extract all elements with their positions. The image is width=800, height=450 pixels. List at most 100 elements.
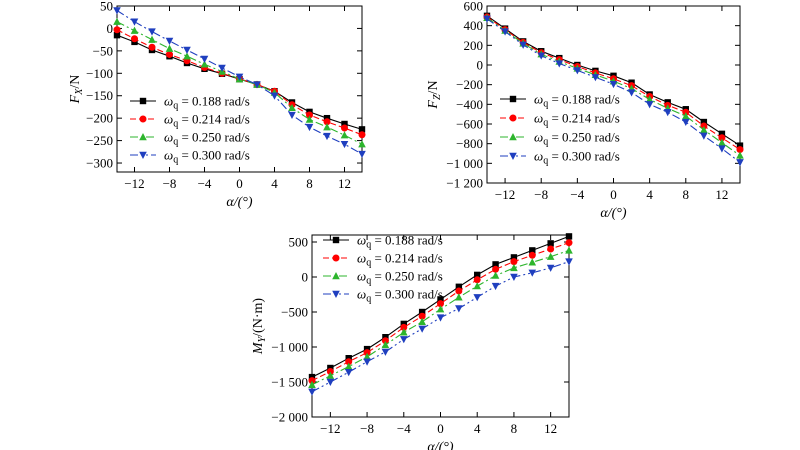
data-point (718, 130, 726, 138)
data-point (288, 103, 296, 112)
data-point (455, 283, 463, 290)
data-point (700, 118, 708, 126)
y-tick-label: −2 000 (271, 410, 308, 425)
y-tick-label: −1 000 (271, 340, 308, 355)
data-point (148, 28, 156, 36)
data-point (340, 140, 349, 149)
y-tick-label: −100 (86, 66, 113, 81)
data-point (363, 358, 371, 366)
data-point (340, 131, 349, 139)
legend-marker (139, 151, 147, 159)
data-point (455, 293, 463, 301)
data-point (345, 358, 353, 366)
data-point (492, 265, 500, 273)
data-point (323, 123, 331, 131)
x-tick-label: 4 (474, 421, 481, 436)
y-tick-label: 50 (100, 0, 113, 14)
data-point (308, 388, 316, 396)
data-point (528, 269, 537, 277)
data-point (344, 369, 353, 377)
x-tick-label: 0 (437, 421, 444, 436)
data-point (165, 44, 174, 52)
x-tick-label: 4 (271, 176, 278, 191)
legend-marker (139, 133, 147, 141)
x-tick-label: −12 (495, 187, 515, 202)
data-point (736, 151, 744, 159)
legend-entry: ωq = 0.300 rad/s (357, 287, 443, 305)
data-point (341, 124, 348, 132)
x-tick-label: −4 (198, 176, 212, 191)
legend-entry: ωq = 0.300 rad/s (164, 148, 250, 166)
data-point (418, 312, 426, 320)
data-point (718, 145, 726, 153)
data-point (323, 132, 331, 141)
data-point (455, 305, 463, 313)
y-tick-label: −200 (456, 77, 483, 92)
data-point (565, 246, 573, 254)
data-point (113, 7, 121, 15)
data-point (218, 64, 226, 72)
data-point (529, 247, 536, 254)
legend: ωq = 0.188 rad/sωq = 0.214 rad/sωq = 0.2… (130, 94, 250, 166)
data-point (418, 308, 426, 316)
data-point (645, 95, 654, 103)
legend-entry: ωq = 0.250 rad/s (534, 130, 620, 148)
y-tick-label: −50 (93, 43, 113, 58)
x-tick-label: −4 (570, 187, 584, 202)
legend-entry: ωq = 0.250 rad/s (357, 269, 443, 287)
y-tick-label: −1 000 (446, 156, 483, 171)
data-point (148, 43, 156, 51)
x-tick-label: −8 (360, 421, 374, 436)
data-point (537, 52, 546, 60)
legend-entry: ωq = 0.214 rad/s (164, 112, 250, 130)
data-point (547, 245, 555, 253)
legend-entry: ωq = 0.300 rad/s (534, 149, 620, 167)
data-point (130, 26, 139, 34)
data-point (308, 373, 316, 381)
chart-my: −12 −8 −4 0 4 8 12 500 0 −500 −1 000 −1 500 −2 000 α/… (251, 233, 573, 450)
data-point (565, 258, 573, 266)
x-tick-label: 8 (683, 187, 690, 202)
chart-fx: −12 −8 −4 0 4 8 12 50 0 −50 −100 −150 −200 −250 −300 α/… (68, 0, 366, 210)
data-point (473, 276, 481, 284)
y-tick-label: −800 (456, 136, 483, 151)
series-3 (113, 17, 366, 148)
data-point (288, 111, 296, 120)
data-point (474, 271, 481, 279)
data-point (510, 273, 518, 281)
y-tick-label: −200 (86, 111, 113, 126)
x-tick-label: 12 (544, 421, 557, 436)
data-point (305, 123, 314, 132)
y-axis-label: FX/N (68, 75, 85, 105)
data-point (200, 60, 209, 68)
series-line (486, 16, 741, 151)
series-3 (308, 246, 573, 388)
legend: ωq = 0.188 rad/sωq = 0.214 rad/sωq = 0.2… (500, 92, 620, 167)
legend-marker (139, 115, 147, 123)
y-tick-label: −400 (456, 97, 483, 112)
data-point (546, 264, 555, 272)
data-point (358, 131, 366, 139)
legend-entry: ωq = 0.250 rad/s (164, 130, 250, 148)
data-point (305, 115, 314, 123)
legend-marker (332, 290, 340, 298)
data-point (166, 50, 173, 58)
legend-entry: ωq = 0.188 rad/s (534, 92, 620, 110)
y-tick-label: −150 (86, 88, 113, 103)
x-tick-label: −8 (163, 176, 177, 191)
data-point (473, 294, 482, 302)
data-point (358, 126, 366, 133)
x-tick-label: −12 (320, 421, 340, 436)
data-point (573, 67, 582, 75)
data-point (363, 352, 371, 360)
data-point (344, 362, 353, 370)
data-point (736, 159, 744, 167)
data-point (113, 31, 121, 39)
data-point (200, 55, 209, 63)
y-tick-label: −1 500 (271, 375, 308, 390)
data-point (418, 317, 426, 325)
y-tick-label: 0 (107, 21, 114, 36)
chart-fz: −12 −8 −4 0 4 8 12 600 400 200 0 −200 −400 −600 −800 −1… (426, 0, 744, 221)
data-point (148, 35, 156, 43)
y-tick-label: 400 (464, 18, 484, 33)
